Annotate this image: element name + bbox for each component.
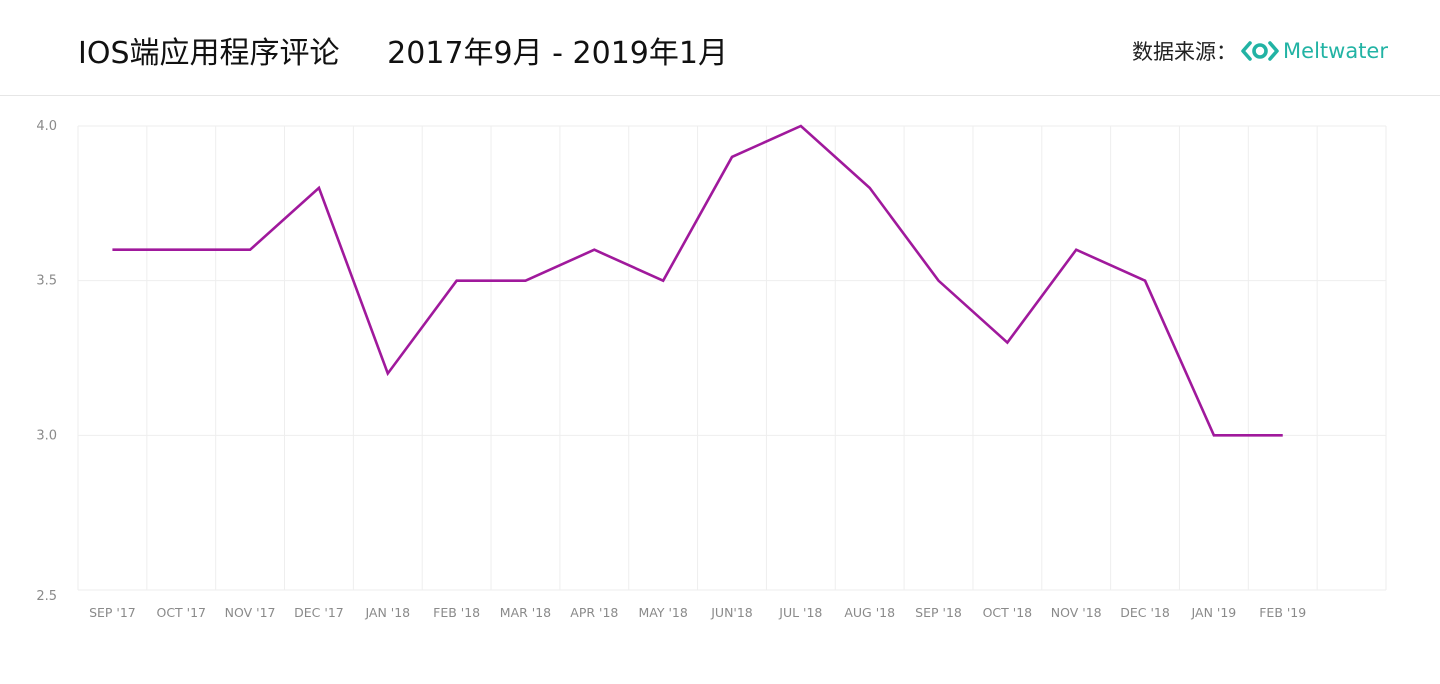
x-tick-label: MAR '18 bbox=[500, 605, 551, 620]
y-tick-label: 3.0 bbox=[36, 428, 57, 443]
x-tick-label: JUL '18 bbox=[778, 605, 822, 620]
y-axis-ticks: 2.5 3.0 3.5 4.0 bbox=[36, 119, 57, 604]
x-tick-label: AUG '18 bbox=[844, 605, 895, 620]
x-tick-label: JAN '18 bbox=[364, 605, 410, 620]
line-chart: 2.5 3.0 3.5 4.0 SEP '17 OCT '17 NOV '17 DEC '1… bbox=[0, 96, 1440, 680]
x-tick-label: MAY '18 bbox=[638, 605, 687, 620]
x-tick-label: FEB '19 bbox=[1259, 605, 1306, 620]
x-tick-label: FEB '18 bbox=[433, 605, 480, 620]
chart-title: IOS端应用程序评论 2017年9月 - 2019年1月 bbox=[78, 28, 728, 72]
x-tick-label: APR '18 bbox=[570, 605, 618, 620]
meltwater-logo: Meltwater bbox=[1241, 39, 1388, 63]
meltwater-logo-icon bbox=[1241, 40, 1279, 62]
x-tick-label: NOV '18 bbox=[1051, 605, 1102, 620]
y-tick-label: 4.0 bbox=[36, 119, 57, 134]
x-tick-label: DEC '17 bbox=[294, 605, 344, 620]
x-tick-label: JAN '19 bbox=[1191, 605, 1237, 620]
data-source-label: 数据来源： bbox=[1132, 36, 1237, 66]
x-tick-label: SEP '17 bbox=[89, 605, 136, 620]
x-axis-ticks: SEP '17 OCT '17 NOV '17 DEC '17 JAN '18 FEB '… bbox=[89, 605, 1306, 620]
data-source: 数据来源： Meltwater bbox=[1132, 36, 1388, 66]
grid-lines bbox=[78, 126, 1386, 590]
x-tick-label: JUN'18 bbox=[710, 605, 753, 620]
x-tick-label: DEC '18 bbox=[1120, 605, 1170, 620]
chart-header: IOS端应用程序评论 2017年9月 - 2019年1月 数据来源： Meltw… bbox=[0, 0, 1440, 96]
x-tick-label: SEP '18 bbox=[915, 605, 962, 620]
x-tick-label: OCT '18 bbox=[983, 605, 1033, 620]
x-tick-label: NOV '17 bbox=[225, 605, 276, 620]
line-chart-svg: 2.5 3.0 3.5 4.0 SEP '17 OCT '17 NOV '17 DEC '1… bbox=[0, 96, 1440, 680]
x-tick-label: OCT '17 bbox=[156, 605, 206, 620]
meltwater-brand-name: Meltwater bbox=[1283, 39, 1388, 63]
y-tick-label: 3.5 bbox=[36, 274, 57, 289]
y-tick-label: 2.5 bbox=[36, 589, 57, 604]
